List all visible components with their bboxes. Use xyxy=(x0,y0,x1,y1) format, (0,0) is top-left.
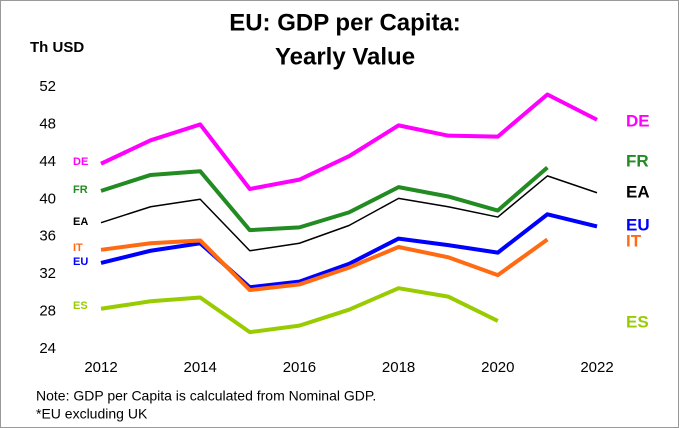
y-tick-label: 32 xyxy=(39,265,56,282)
legend-label: ES xyxy=(626,312,649,331)
note: Note: GDP per Capita is calculated from … xyxy=(36,388,376,404)
series-start-label: EA xyxy=(73,216,88,228)
series-line xyxy=(100,212,598,290)
legend-label: FR xyxy=(626,151,649,170)
series-start-label: FR xyxy=(73,184,88,196)
legend-label: DE xyxy=(626,111,650,130)
x-tick-label: 2020 xyxy=(481,359,514,376)
legend-label: IT xyxy=(626,231,642,250)
series-start-label: EU xyxy=(73,256,88,268)
x-tick-label: 2012 xyxy=(84,359,117,376)
x-tick-label: 2016 xyxy=(283,359,316,376)
series-line xyxy=(100,92,598,191)
series-start-label: DE xyxy=(73,156,88,168)
y-tick-label: 48 xyxy=(39,115,56,132)
x-tick-label: 2022 xyxy=(580,359,613,376)
chart-title: EU: GDP per Capita: xyxy=(229,9,461,36)
y-tick-label: 28 xyxy=(39,303,56,320)
y-tick-label: 24 xyxy=(39,340,56,357)
series-line xyxy=(100,237,549,293)
series-start-label: ES xyxy=(73,300,88,312)
legend-label: EU xyxy=(626,215,650,234)
series-line xyxy=(100,286,499,335)
y-tick-label: 40 xyxy=(39,190,56,207)
x-tick-label: 2014 xyxy=(184,359,217,376)
y-tick-label: 36 xyxy=(39,228,56,245)
chart-title: Yearly Value xyxy=(275,43,415,70)
series-line xyxy=(100,165,549,233)
note: *EU excluding UK xyxy=(36,406,148,422)
x-tick-label: 2018 xyxy=(382,359,415,376)
y-tick-label: 52 xyxy=(39,78,56,95)
y-axis-label: Th USD xyxy=(30,39,84,56)
series-line xyxy=(100,175,598,252)
legend-label: EA xyxy=(626,182,650,201)
series-start-label: IT xyxy=(73,242,83,254)
y-tick-label: 44 xyxy=(39,153,56,170)
